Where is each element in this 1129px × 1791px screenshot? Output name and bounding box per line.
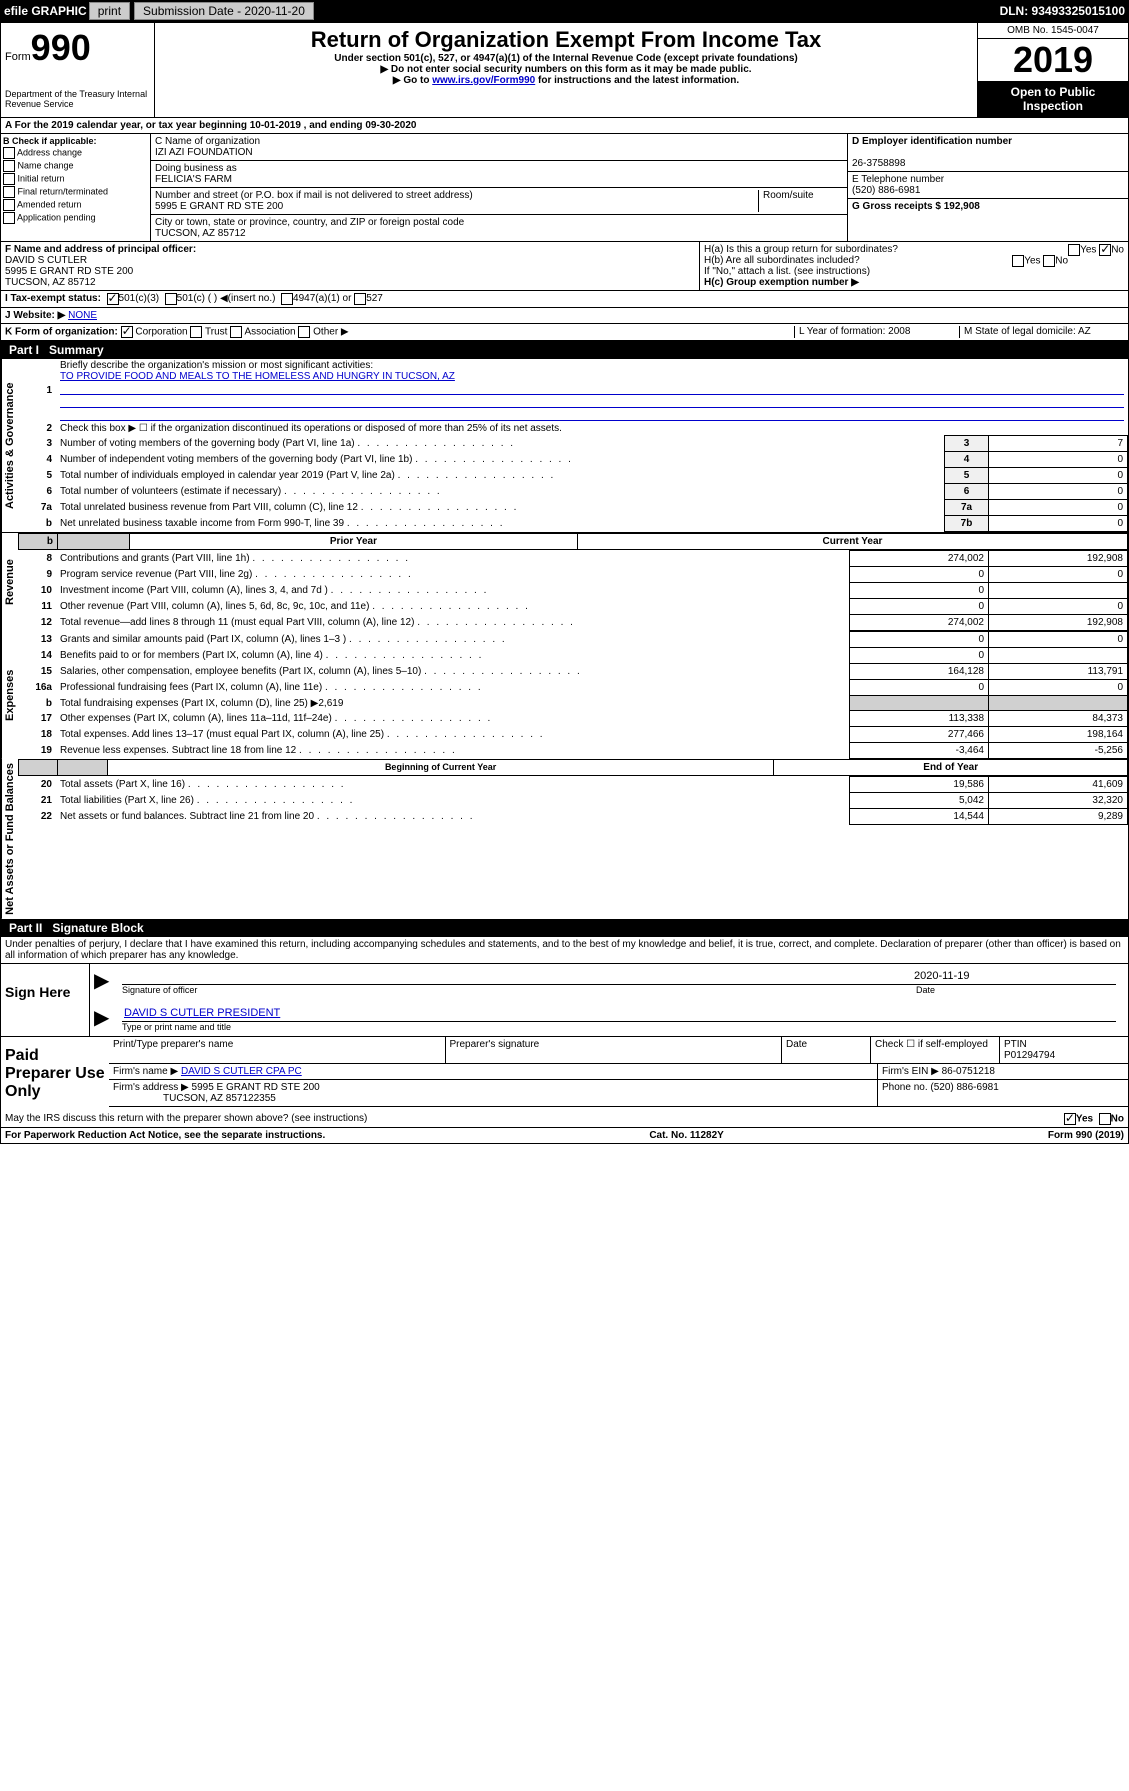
part-1-header: Part I Summary: [1, 341, 1128, 359]
paid-preparer-label: Paid Preparer Use Only: [1, 1037, 109, 1111]
expense-row: 17Other expenses (Part IX, column (A), l…: [18, 711, 1128, 727]
governance-row: 7aTotal unrelated business revenue from …: [18, 500, 1128, 516]
website-value: NONE: [68, 310, 97, 321]
expense-row: 13Grants and similar amounts paid (Part …: [18, 632, 1128, 648]
efile-header: efile GRAPHIC print Submission Date - 20…: [0, 0, 1129, 22]
governance-row: 6Total number of volunteers (estimate if…: [18, 484, 1128, 500]
governance-side-label: Activities & Governance: [1, 359, 18, 532]
print-button[interactable]: print: [89, 2, 130, 20]
form-number: 990: [31, 27, 91, 68]
governance-row: 3Number of voting members of the governi…: [18, 436, 1128, 452]
form-title: Return of Organization Exempt From Incom…: [159, 27, 973, 53]
expense-row: 18Total expenses. Add lines 13–17 (must …: [18, 727, 1128, 743]
form-container: Form990 Department of the Treasury Inter…: [0, 22, 1129, 1144]
expense-row: 16aProfessional fundraising fees (Part I…: [18, 680, 1128, 696]
expense-row: 15Salaries, other compensation, employee…: [18, 664, 1128, 680]
city-state-zip: TUCSON, AZ 85712: [155, 228, 246, 239]
governance-row: 5Total number of individuals employed in…: [18, 468, 1128, 484]
net-assets-row: 22Net assets or fund balances. Subtract …: [18, 809, 1128, 825]
check-if-applicable: B Check if applicable: Address change Na…: [1, 134, 151, 241]
subtitle-2: ▶ Do not enter social security numbers o…: [159, 64, 973, 75]
footer-mid: Cat. No. 11282Y: [649, 1130, 723, 1141]
subtitle-1: Under section 501(c), 527, or 4947(a)(1)…: [159, 53, 973, 64]
footer-left: For Paperwork Reduction Act Notice, see …: [5, 1130, 325, 1141]
expense-row: 14Benefits paid to or for members (Part …: [18, 648, 1128, 664]
omb-number: OMB No. 1545-0047: [978, 23, 1128, 39]
revenue-row: 8Contributions and grants (Part VIII, li…: [18, 551, 1128, 567]
ein-value: 26-3758898: [852, 158, 905, 169]
governance-row: bNet unrelated business taxable income f…: [18, 516, 1128, 532]
revenue-row: 11Other revenue (Part VIII, column (A), …: [18, 599, 1128, 615]
gross-receipts: G Gross receipts $ 192,908: [852, 201, 980, 212]
part-2-header: Part II Signature Block: [1, 919, 1128, 937]
dba-name: FELICIA'S FARM: [155, 174, 232, 185]
revenue-row: 12Total revenue—add lines 8 through 11 (…: [18, 615, 1128, 631]
open-public-badge: Open to Public Inspection: [978, 81, 1128, 117]
period-line: A For the 2019 calendar year, or tax yea…: [1, 118, 1128, 134]
revenue-row: 10Investment income (Part VIII, column (…: [18, 583, 1128, 599]
tax-year: 2019: [978, 39, 1128, 81]
net-assets-row: 20Total assets (Part X, line 16) 19,5864…: [18, 777, 1128, 793]
efile-label: efile GRAPHIC: [4, 4, 87, 18]
expense-row: 19Revenue less expenses. Subtract line 1…: [18, 743, 1128, 759]
form-label: Form: [5, 51, 31, 63]
dept-label: Department of the Treasury Internal Reve…: [5, 89, 150, 109]
phone-value: (520) 886-6981: [852, 185, 920, 196]
sign-here-label: Sign Here: [1, 964, 90, 1036]
expense-row: bTotal fundraising expenses (Part IX, co…: [18, 696, 1128, 711]
org-name: IZI AZI FOUNDATION: [155, 147, 253, 158]
footer-right: Form 990 (2019): [1048, 1130, 1124, 1141]
subtitle-3-post: for instructions and the latest informat…: [538, 75, 739, 86]
submission-date-button[interactable]: Submission Date - 2020-11-20: [134, 2, 314, 20]
subtitle-3-pre: ▶ Go to: [393, 75, 432, 86]
dln-label: DLN: 93493325015100: [1000, 4, 1125, 18]
perjury-statement: Under penalties of perjury, I declare th…: [1, 937, 1128, 963]
revenue-row: 9Program service revenue (Part VIII, lin…: [18, 567, 1128, 583]
form-instructions-link[interactable]: www.irs.gov/Form990: [432, 75, 535, 86]
governance-row: 4Number of independent voting members of…: [18, 452, 1128, 468]
net-assets-row: 21Total liabilities (Part X, line 26) 5,…: [18, 793, 1128, 809]
street-address: 5995 E GRANT RD STE 200: [155, 201, 283, 212]
